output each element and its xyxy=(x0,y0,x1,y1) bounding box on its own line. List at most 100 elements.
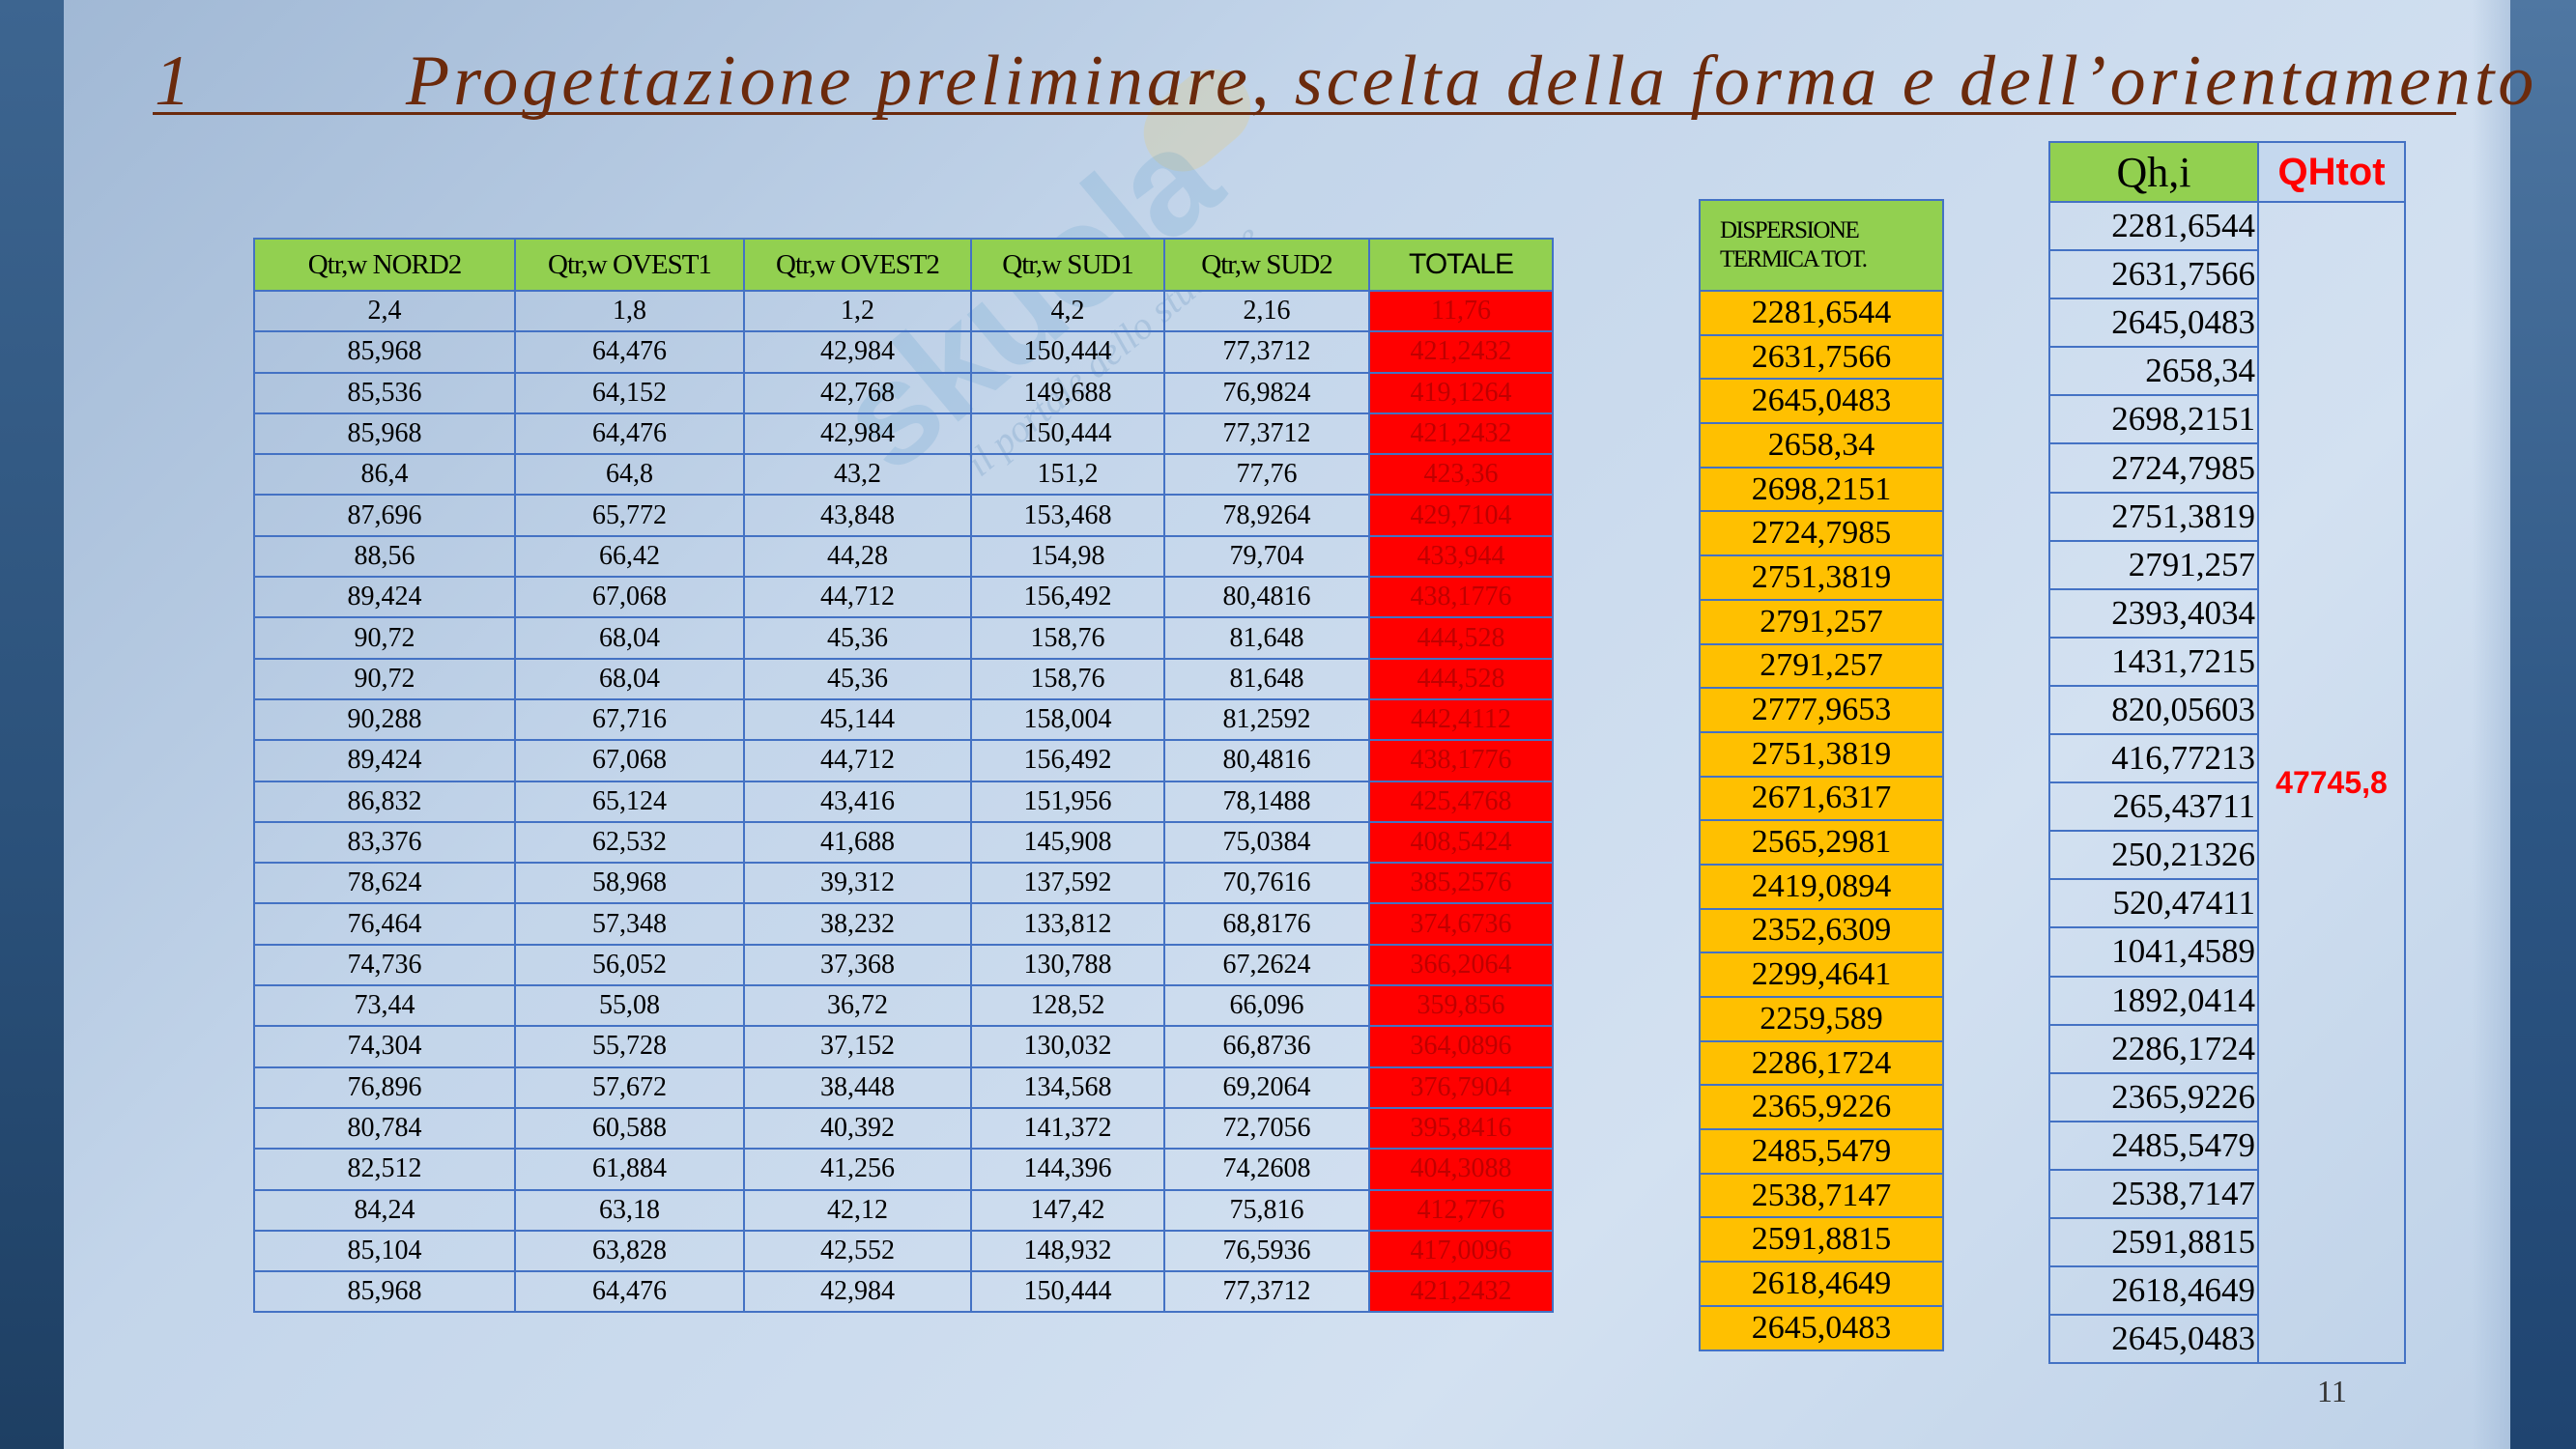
value-cell: 74,736 xyxy=(253,943,516,987)
table-row: 2751,3819 xyxy=(1699,554,1944,601)
value-cell: 64,152 xyxy=(514,371,745,414)
value-cell: 80,784 xyxy=(253,1106,516,1151)
table-row: 73,44 55,08 36,72 128,52 66,096 359,856 xyxy=(253,984,1554,1028)
table-row: 1892,0414 xyxy=(2048,975,2405,1026)
value-cell: 158,004 xyxy=(970,697,1165,742)
value-cell: 151,2 xyxy=(970,453,1165,497)
value-cell: 57,672 xyxy=(514,1065,745,1109)
value-cell: 43,2 xyxy=(743,453,972,497)
table-row: 2631,7566 xyxy=(2048,249,2405,300)
value-cell: 149,688 xyxy=(970,371,1165,414)
value-cell: 85,968 xyxy=(253,412,516,456)
total-cell: 444,528 xyxy=(1368,616,1554,660)
value-cell: 69,2064 xyxy=(1163,1065,1370,1109)
table-row: 2777,9653 xyxy=(1699,687,1944,733)
value-cell: 76,5936 xyxy=(1163,1229,1370,1273)
dispersion-cell: 2645,0483 xyxy=(1699,378,1944,425)
value-cell: 42,984 xyxy=(743,1270,972,1314)
value-cell: 44,28 xyxy=(743,534,972,579)
value-cell: 137,592 xyxy=(970,862,1165,905)
value-cell: 90,288 xyxy=(253,697,516,742)
table-row: 2538,7147 xyxy=(2048,1168,2405,1219)
value-cell: 77,3712 xyxy=(1163,1270,1370,1314)
table-row: 416,77213 xyxy=(2048,733,2405,784)
value-cell: 79,704 xyxy=(1163,534,1370,579)
table-row: 2645,0483 xyxy=(1699,378,1944,425)
value-cell: 128,52 xyxy=(970,984,1165,1028)
value-cell: 45,144 xyxy=(743,697,972,742)
table-row: 2751,3819 xyxy=(2048,491,2405,542)
table-row: 1041,4589 xyxy=(2048,926,2405,978)
dispersion-cell: 2485,5479 xyxy=(1699,1128,1944,1175)
table-row: 2,4 1,8 1,2 4,2 2,16 11,76 xyxy=(253,289,1554,333)
total-cell: 429,7104 xyxy=(1368,494,1554,537)
value-cell: 38,448 xyxy=(743,1065,972,1109)
total-cell: 425,4768 xyxy=(1368,780,1554,823)
value-cell: 156,492 xyxy=(970,739,1165,782)
table-row: 2259,589 xyxy=(1699,996,1944,1042)
right-decorative-band xyxy=(2510,0,2576,1449)
value-cell: 65,124 xyxy=(514,780,745,823)
value-cell: 55,728 xyxy=(514,1025,745,1068)
total-cell: 395,8416 xyxy=(1368,1106,1554,1151)
table-row: 2485,5479 xyxy=(2048,1120,2405,1171)
value-cell: 2,16 xyxy=(1163,289,1370,333)
value-cell: 60,588 xyxy=(514,1106,745,1151)
value-cell: 158,76 xyxy=(970,657,1165,700)
table-row: 2645,0483 xyxy=(2048,298,2405,349)
qh-cell: 416,77213 xyxy=(2048,733,2259,784)
table-row: 2645,0483 xyxy=(2048,1314,2405,1365)
value-cell: 66,42 xyxy=(514,534,745,579)
table-row: 2281,6544 47745,8 xyxy=(2048,200,2406,1365)
value-cell: 74,2608 xyxy=(1163,1148,1370,1191)
value-cell: 134,568 xyxy=(970,1065,1165,1109)
value-cell: 39,312 xyxy=(743,862,972,905)
value-cell: 65,772 xyxy=(514,494,745,537)
table-row: 88,56 66,42 44,28 154,98 79,704 433,944 xyxy=(253,534,1554,579)
value-cell: 85,104 xyxy=(253,1229,516,1273)
table-row: 2724,7985 xyxy=(2048,442,2405,494)
total-cell: 444,528 xyxy=(1368,657,1554,700)
table-row: 89,424 67,068 44,712 156,492 80,4816 438,1776 xyxy=(253,739,1554,782)
value-cell: 63,18 xyxy=(514,1188,745,1232)
value-cell: 151,956 xyxy=(970,780,1165,823)
value-cell: 70,7616 xyxy=(1163,862,1370,905)
table-row: 2645,0483 xyxy=(1699,1304,1944,1351)
title-number: 1 xyxy=(155,42,194,121)
table-row: 820,05603 xyxy=(2048,684,2405,736)
table-row: 2419,0894 xyxy=(1699,863,1944,910)
qh-cell: 2538,7147 xyxy=(2048,1168,2259,1219)
value-cell: 64,476 xyxy=(514,412,745,456)
table-row: 90,72 68,04 45,36 158,76 81,648 444,528 xyxy=(253,616,1554,660)
value-cell: 61,884 xyxy=(514,1148,745,1191)
qh-cell: 2485,5479 xyxy=(2048,1120,2259,1171)
value-cell: 2,4 xyxy=(253,289,516,333)
value-cell: 41,688 xyxy=(743,820,972,865)
value-cell: 76,896 xyxy=(253,1065,516,1109)
value-cell: 56,052 xyxy=(514,943,745,987)
dispersion-cell: 2352,6309 xyxy=(1699,907,1944,954)
qh-cell: 2645,0483 xyxy=(2048,298,2259,349)
table-row: 90,72 68,04 45,36 158,76 81,648 444,528 xyxy=(253,657,1554,700)
value-cell: 40,392 xyxy=(743,1106,972,1151)
table-row: 2591,8815 xyxy=(1699,1216,1944,1264)
value-cell: 150,444 xyxy=(970,1270,1165,1314)
value-cell: 81,648 xyxy=(1163,616,1370,660)
table-row: 2698,2151 xyxy=(1699,466,1944,513)
qh-cell: 2658,34 xyxy=(2048,346,2259,397)
dispersion-table: DISPERSIONE TERMICA TOT. 2281,6544 2631,75… xyxy=(1699,199,1944,1351)
value-cell: 148,932 xyxy=(970,1229,1165,1273)
value-cell: 73,44 xyxy=(253,984,516,1028)
dispersion-cell: 2259,589 xyxy=(1699,996,1944,1042)
qh-cell: 2724,7985 xyxy=(2048,442,2259,494)
value-cell: 44,712 xyxy=(743,739,972,782)
table-row: 2281,6544 xyxy=(1699,290,1944,336)
table-row: 520,47411 xyxy=(2048,878,2405,929)
total-cell: 408,5424 xyxy=(1368,820,1554,865)
value-cell: 82,512 xyxy=(253,1148,516,1191)
value-cell: 74,304 xyxy=(253,1025,516,1068)
total-cell: 438,1776 xyxy=(1368,576,1554,619)
value-cell: 42,984 xyxy=(743,412,972,456)
value-cell: 90,72 xyxy=(253,616,516,660)
